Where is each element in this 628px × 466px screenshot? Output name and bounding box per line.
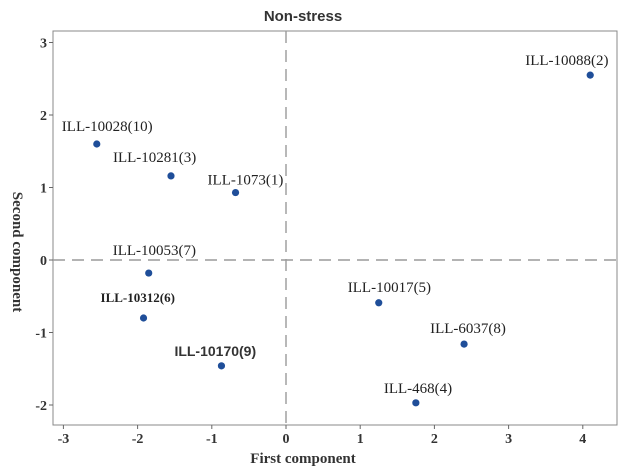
x-tick-label: -2 [132,432,144,447]
data-point [139,314,148,322]
data-point [231,188,240,197]
y-axis-label: Second component [9,192,25,312]
point-label: ILL-10170(9) [174,343,256,359]
y-tick-label: 3 [40,37,47,52]
y-tick-label: 1 [40,182,47,197]
x-tick-label: 4 [579,432,586,447]
point-label: ILL-10053(7) [113,243,196,259]
point-label: ILL-10017(5) [348,280,431,296]
point-label: ILL-468(4) [384,381,452,397]
data-point [586,71,594,79]
x-tick-label: -1 [206,432,218,447]
point-label: ILL-10028(10) [62,119,153,135]
data-point [167,172,175,180]
data-point [217,362,226,370]
y-tick-label: 0 [40,254,47,269]
reference-lines [53,31,617,425]
data-point [460,340,468,348]
point-label: ILL-10088(2) [525,53,608,69]
data-point [145,269,153,277]
axis-ticks: -3 -2 -1 0 1 2 3 4 -2 -1 0 1 2 3 [35,37,586,448]
y-tick-label: 2 [40,109,47,124]
x-tick-label: 3 [505,432,512,447]
x-tick-label: 2 [431,432,438,447]
x-tick-label: 1 [357,432,364,447]
point-labels: ILL-10088(2) ILL-10028(10) ILL-10281(3) ILL… [62,53,609,397]
x-tick-label: -3 [58,432,70,447]
y-tick-label: -2 [35,399,47,414]
point-label: ILL-10312(6) [101,290,175,305]
chart-title: Non-stress [264,8,342,25]
data-points [93,71,594,407]
y-tick-label: -1 [35,327,47,342]
data-point [412,399,420,407]
data-point [375,299,383,307]
point-label: ILL-1073(1) [208,173,284,189]
x-axis-label: First component [250,451,355,466]
x-tick-label: 0 [283,432,290,447]
point-label: ILL-6037(8) [430,321,506,337]
plot-frame [52,30,618,426]
data-point [93,140,101,148]
point-label: ILL-10281(3) [113,150,196,166]
